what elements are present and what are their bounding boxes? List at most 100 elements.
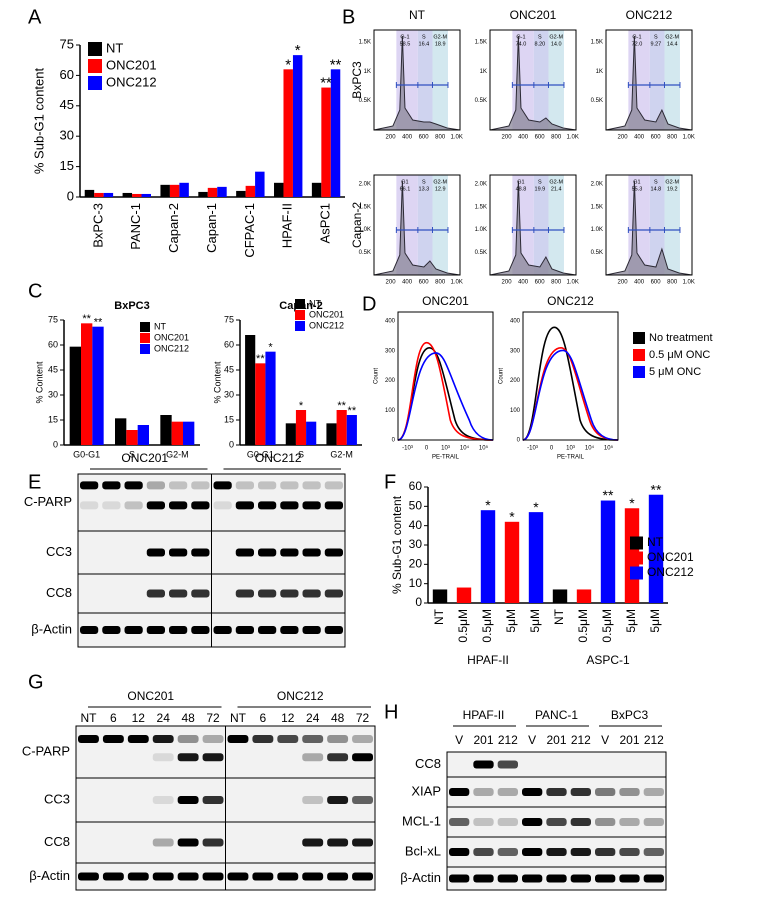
x-tick-label: NT: [432, 608, 446, 625]
y-tick-label: 0: [53, 439, 58, 449]
band: [213, 501, 232, 510]
y-tick-label: 1K: [364, 69, 371, 75]
y-tick-label: 1.0K: [591, 227, 603, 233]
gate-value: 21.4: [551, 186, 562, 192]
panel-letter: E: [28, 471, 41, 493]
lane-label: V: [455, 733, 463, 747]
x-tick-label: 10⁵: [479, 445, 489, 452]
band: [497, 848, 518, 856]
legend-swatch: [88, 59, 102, 73]
band: [522, 788, 543, 796]
y-axis-label: % Sub-G1 content: [390, 495, 404, 594]
y-tick-label: 45: [48, 364, 58, 374]
band: [302, 838, 324, 847]
row-label: β-Actin: [31, 621, 72, 636]
band: [570, 848, 591, 856]
legend-label: NT: [309, 298, 321, 308]
legend-swatch: [633, 366, 645, 378]
y-tick-label: 30: [409, 537, 423, 551]
band: [280, 481, 299, 490]
x-axis-label: PE-TRAIL: [557, 455, 585, 461]
bar: [600, 500, 616, 603]
lane-label: 48: [331, 711, 345, 725]
band: [191, 481, 210, 490]
band: [449, 788, 470, 796]
gate-g2m: [432, 30, 448, 130]
band: [146, 548, 165, 557]
x-tick-label: 800: [551, 135, 562, 141]
lane-label: 24: [157, 711, 171, 725]
band: [235, 481, 254, 490]
histogram: [489, 180, 577, 276]
band: [152, 753, 174, 762]
bar: [326, 423, 337, 445]
band: [213, 481, 232, 490]
x-tick-label: 10⁴: [585, 445, 595, 452]
trail-curve: [397, 341, 494, 441]
x-tick-label: 600: [651, 280, 662, 286]
x-tick-label: 1.0K: [683, 280, 695, 286]
band: [473, 818, 494, 826]
band: [258, 481, 277, 490]
band: [252, 735, 274, 743]
significance: *: [533, 499, 539, 515]
band: [643, 848, 664, 856]
frame: [605, 29, 693, 131]
band: [352, 735, 373, 743]
gate-value: 9.27: [651, 41, 662, 47]
x-tick-label: 1.0K: [567, 280, 579, 286]
band: [202, 753, 224, 762]
trail-curve: [522, 349, 619, 441]
y-tick-label: 50: [409, 499, 423, 513]
row-label: CC8: [44, 834, 70, 849]
gate-s: [649, 175, 665, 275]
lane-label: 212: [498, 733, 518, 747]
legend-swatch: [630, 551, 643, 565]
y-tick-label: 10: [409, 576, 423, 590]
x-tick-label: 600: [651, 135, 662, 141]
row-label: XIAP: [411, 783, 441, 798]
x-tick-label: Capan-2: [166, 203, 181, 253]
band: [124, 481, 143, 490]
significance: **: [82, 313, 91, 325]
y-tick-label: 0.5K: [359, 98, 371, 104]
gate-s: [649, 30, 665, 130]
band: [235, 501, 254, 510]
lane-label: 12: [281, 711, 295, 725]
bar: [576, 589, 592, 603]
lane-label: 48: [181, 711, 195, 725]
bar: [179, 182, 189, 197]
band: [302, 589, 321, 598]
band: [327, 872, 349, 881]
band: [102, 481, 121, 490]
gate-label: G1: [517, 179, 524, 185]
bar: [321, 87, 331, 197]
x-tick-label: 200: [618, 280, 629, 286]
x-tick-label: 600: [535, 280, 546, 286]
gate-label: G2-M: [433, 179, 447, 185]
trail-curve: [522, 326, 619, 441]
lane-label: 212: [571, 733, 591, 747]
x-tick-label: 0.5μM: [456, 609, 470, 643]
significance: **: [651, 481, 662, 497]
band: [522, 818, 543, 826]
band: [169, 548, 188, 557]
band: [177, 753, 199, 762]
band: [124, 501, 143, 510]
frame: [489, 29, 577, 131]
band: [546, 788, 567, 796]
y-tick-label: 2.0K: [591, 182, 603, 188]
panel-title: ONC212: [547, 294, 594, 308]
y-axis-label: % Content: [212, 361, 222, 404]
band: [235, 626, 254, 634]
legend-label: ONC201: [309, 309, 344, 319]
bar: [122, 192, 133, 197]
band: [449, 848, 470, 856]
x-tick-label: 5μM: [528, 609, 542, 633]
band: [280, 501, 299, 510]
bar: [285, 423, 296, 445]
bar: [81, 323, 93, 445]
band: [302, 796, 324, 804]
band: [352, 872, 373, 881]
